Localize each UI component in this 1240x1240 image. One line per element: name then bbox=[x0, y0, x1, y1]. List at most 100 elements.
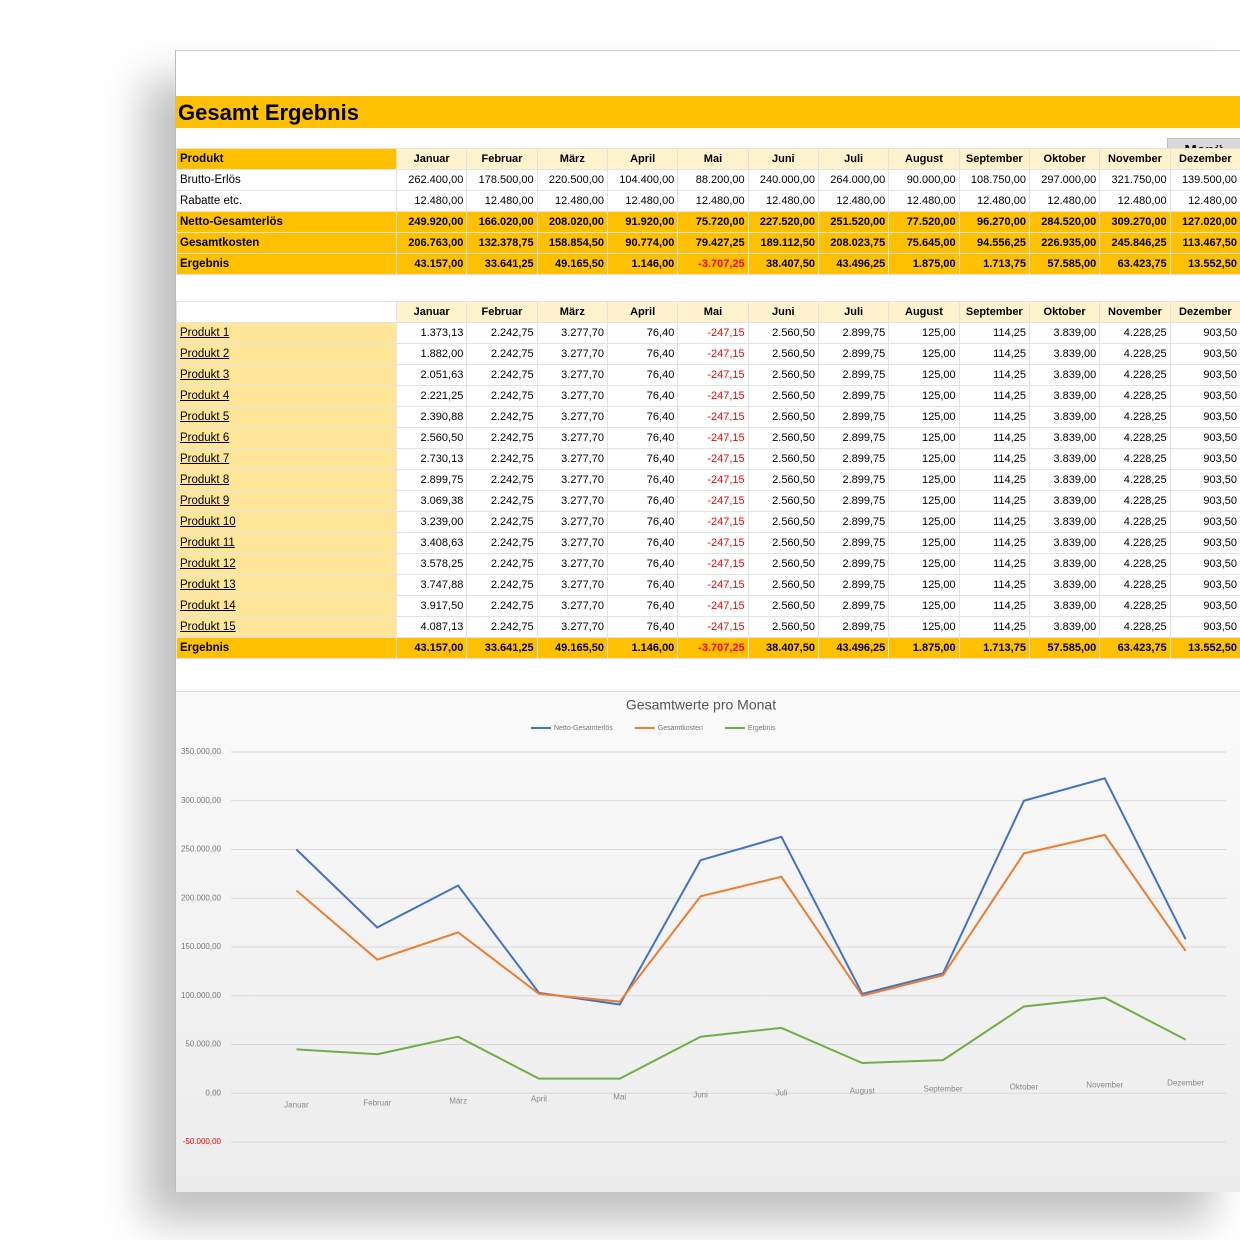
cell: 2.899,75 bbox=[817, 574, 890, 596]
cell: 132.378,75 bbox=[466, 232, 538, 254]
cell: 2.242,75 bbox=[466, 574, 538, 596]
cell: -247,15 bbox=[677, 490, 749, 512]
cell: 76,40 bbox=[606, 469, 679, 491]
cell: 2.560,50 bbox=[747, 616, 819, 638]
cell: 12.480,00 bbox=[1028, 190, 1101, 212]
row-label[interactable]: Produkt 9 bbox=[176, 490, 397, 512]
cell: 309.270,00 bbox=[1099, 211, 1171, 233]
cell: 3.277,70 bbox=[536, 406, 608, 428]
cell: 114,25 bbox=[958, 532, 1030, 554]
cell: 3.839,00 bbox=[1028, 616, 1101, 638]
header-row: Januar Februar März April Mai Juni Juli August S… bbox=[176, 301, 1240, 323]
table-row: Produkt 7 2.730,13 2.242,75 3.277,70 76,40 -2… bbox=[176, 448, 1240, 470]
cell: 114,25 bbox=[958, 385, 1030, 407]
column-header: Dezember bbox=[1169, 148, 1240, 170]
cell: -3.707,25 bbox=[677, 253, 749, 275]
column-header: Juni bbox=[747, 148, 819, 170]
row-label[interactable]: Produkt 6 bbox=[176, 427, 397, 449]
x-tick-label: Mai bbox=[613, 1092, 626, 1101]
cell: 3.839,00 bbox=[1028, 364, 1101, 386]
column-header: Februar bbox=[466, 301, 538, 323]
row-label[interactable]: Produkt 5 bbox=[176, 406, 397, 428]
cell: 76,40 bbox=[606, 343, 679, 365]
row-label[interactable]: Produkt 10 bbox=[176, 511, 397, 533]
row-label[interactable]: Produkt 7 bbox=[176, 448, 397, 470]
cell: 2.560,50 bbox=[747, 385, 819, 407]
column-header: Juli bbox=[817, 301, 890, 323]
cell: -247,15 bbox=[677, 553, 749, 575]
cell: 2.899,75 bbox=[817, 427, 890, 449]
sheet: Gesamt Ergebnis Menü ProduktJanuarFebrua… bbox=[175, 50, 1240, 1192]
table-row: Netto-Gesamterlös 249.920,00 166.020,00 208… bbox=[176, 211, 1240, 233]
cell: 57.585,00 bbox=[1028, 253, 1101, 275]
cell: 178.500,00 bbox=[466, 169, 538, 191]
cell: 2.560,50 bbox=[747, 343, 819, 365]
row-label[interactable]: Produkt 3 bbox=[176, 364, 397, 386]
cell: 2.899,75 bbox=[817, 553, 890, 575]
x-tick-label: Dezember bbox=[1167, 1078, 1204, 1087]
cell: 125,00 bbox=[888, 553, 960, 575]
cell: 208.023,75 bbox=[817, 232, 890, 254]
x-tick-label: April bbox=[531, 1094, 547, 1103]
cell: 2.560,50 bbox=[747, 574, 819, 596]
cell: 114,25 bbox=[958, 616, 1030, 638]
column-header: Januar bbox=[395, 148, 468, 170]
cell: 245.846,25 bbox=[1099, 232, 1171, 254]
row-label: Rabatte etc. bbox=[176, 190, 397, 212]
cell: 125,00 bbox=[888, 574, 960, 596]
x-tick-label: September bbox=[924, 1084, 963, 1093]
table-row: Produkt 11 3.408,63 2.242,75 3.277,70 76,40-… bbox=[176, 532, 1240, 554]
cell: 1.713,75 bbox=[958, 637, 1030, 659]
table-row: Produkt 1 1.373,13 2.242,75 3.277,70 76,40 -2… bbox=[176, 322, 1240, 344]
column-header: Dezember bbox=[1169, 301, 1240, 323]
x-tick-label: März bbox=[449, 1096, 467, 1105]
cell: -247,15 bbox=[677, 406, 749, 428]
row-label[interactable]: Produkt 12 bbox=[176, 553, 397, 575]
cell: 114,25 bbox=[958, 427, 1030, 449]
cell: 114,25 bbox=[958, 574, 1030, 596]
cell: 2.560,50 bbox=[747, 364, 819, 386]
cell: 2.242,75 bbox=[466, 553, 538, 575]
column-header: März bbox=[536, 148, 608, 170]
table-row: Produkt 3 2.051,63 2.242,75 3.277,70 76,40 -2… bbox=[176, 364, 1240, 386]
cell: 903,50 bbox=[1169, 511, 1240, 533]
cell: 3.839,00 bbox=[1028, 490, 1101, 512]
cell: 2.899,75 bbox=[817, 343, 890, 365]
cell: 125,00 bbox=[888, 427, 960, 449]
cell: -247,15 bbox=[677, 595, 749, 617]
cell: 4.228,25 bbox=[1099, 595, 1171, 617]
row-label[interactable]: Produkt 15 bbox=[176, 616, 397, 638]
cell: 2.242,75 bbox=[466, 322, 538, 344]
cell: 4.228,25 bbox=[1099, 385, 1171, 407]
cell: 33.641,25 bbox=[466, 637, 538, 659]
cell: 264.000,00 bbox=[817, 169, 890, 191]
cell: 3.917,50 bbox=[395, 595, 468, 617]
table-row: Brutto-Erlös 262.400,00 178.500,00 220.500,… bbox=[176, 169, 1240, 191]
row-label[interactable]: Produkt 1 bbox=[176, 322, 397, 344]
cell: 76,40 bbox=[606, 553, 679, 575]
cell: 12.480,00 bbox=[395, 190, 468, 212]
cell: 903,50 bbox=[1169, 322, 1240, 344]
row-label: Brutto-Erlös bbox=[176, 169, 397, 191]
row-label[interactable]: Produkt 11 bbox=[176, 532, 397, 554]
row-label[interactable]: Produkt 4 bbox=[176, 385, 397, 407]
table-row: Produkt 14 3.917,50 2.242,75 3.277,70 76,40-… bbox=[176, 595, 1240, 617]
cell: 43.496,25 bbox=[817, 253, 890, 275]
cell: 139.500,00 bbox=[1169, 169, 1240, 191]
cell: 104.400,00 bbox=[606, 169, 679, 191]
cell: 158.854,50 bbox=[536, 232, 608, 254]
table-row: Gesamtkosten 206.763,00 132.378,75 158.854,… bbox=[176, 232, 1240, 254]
cell: -247,15 bbox=[677, 343, 749, 365]
row-label[interactable]: Produkt 13 bbox=[176, 574, 397, 596]
cell: 1.373,13 bbox=[395, 322, 468, 344]
row-label[interactable]: Produkt 14 bbox=[176, 595, 397, 617]
cell: 903,50 bbox=[1169, 616, 1240, 638]
cell: 96.270,00 bbox=[958, 211, 1030, 233]
row-label[interactable]: Produkt 2 bbox=[176, 343, 397, 365]
corner bbox=[176, 301, 397, 323]
product-table: Januar Februar März April Mai Juni Juli August S… bbox=[176, 301, 1240, 659]
cell: 3.839,00 bbox=[1028, 343, 1101, 365]
cell: 2.242,75 bbox=[466, 343, 538, 365]
legend-label: Gesamtkosten bbox=[658, 725, 703, 732]
row-label[interactable]: Produkt 8 bbox=[176, 469, 397, 491]
